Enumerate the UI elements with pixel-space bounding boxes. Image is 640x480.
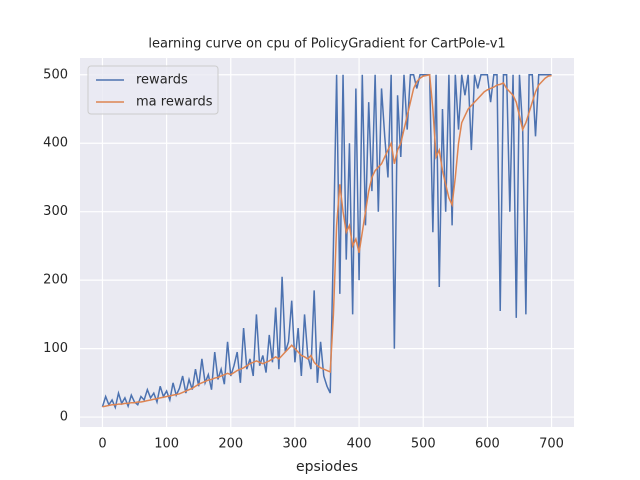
y-tick-label: 400 bbox=[43, 136, 68, 151]
x-tick-label: 400 bbox=[347, 437, 372, 452]
x-tick-label: 300 bbox=[283, 437, 308, 452]
y-tick-label: 100 bbox=[43, 341, 68, 356]
legend: rewards ma rewards bbox=[87, 65, 219, 115]
x-tick-label: 700 bbox=[539, 437, 564, 452]
x-tick-label: 100 bbox=[154, 437, 179, 452]
y-tick-label: 200 bbox=[43, 273, 68, 288]
y-tick-label: 0 bbox=[60, 410, 68, 425]
x-tick-label: 600 bbox=[475, 437, 500, 452]
plot-area bbox=[80, 58, 574, 427]
legend-label: ma rewards bbox=[136, 95, 213, 110]
chart-title: learning curve on cpu of PolicyGradient … bbox=[148, 37, 505, 52]
line-series bbox=[102, 73, 552, 408]
x-tick-label: 0 bbox=[98, 437, 106, 452]
line-series bbox=[101, 74, 552, 410]
x-tick-label: 200 bbox=[218, 437, 243, 452]
y-tick-label: 500 bbox=[43, 67, 68, 82]
legend-label: rewards bbox=[136, 73, 188, 88]
y-tick-label: 300 bbox=[43, 204, 68, 219]
x-axis-label: epsiodes bbox=[296, 459, 358, 475]
x-tick-label: 500 bbox=[411, 437, 436, 452]
